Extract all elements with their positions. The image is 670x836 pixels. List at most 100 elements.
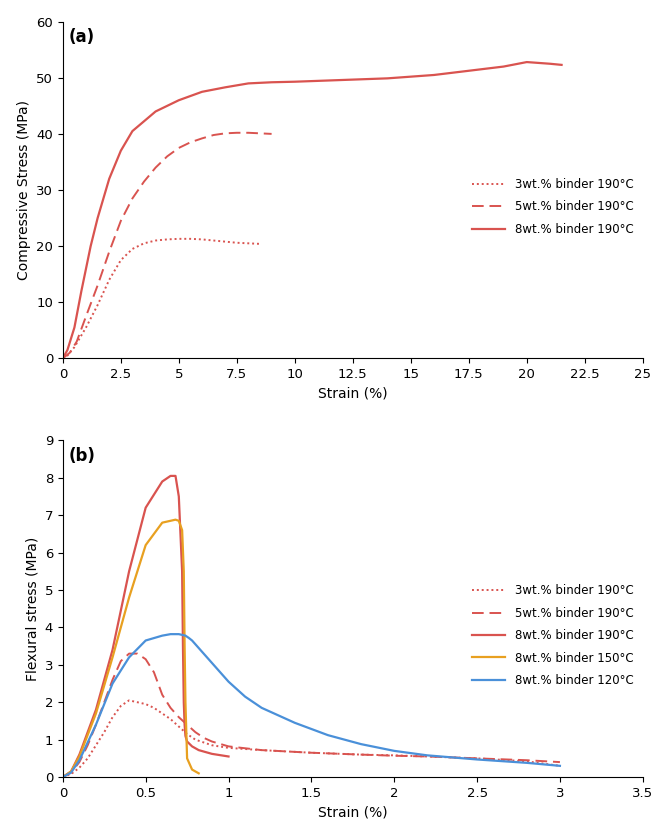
3wt.% binder 190°C — [64, 350, 72, 360]
8wt.% binder 150°C — [59, 772, 67, 782]
5wt.% binder 190°C — [66, 348, 74, 358]
3wt.% binder 190°C — [183, 729, 191, 739]
3wt.% binder 190°C — [158, 708, 166, 718]
Line: 8wt.% binder 190°C: 8wt.% binder 190°C — [63, 476, 228, 777]
3wt.% binder 190°C — [125, 696, 133, 706]
8wt.% binder 150°C — [178, 525, 186, 535]
3wt.% binder 190°C — [186, 234, 194, 244]
8wt.% binder 190°C — [117, 145, 125, 155]
8wt.% binder 190°C — [221, 82, 229, 92]
8wt.% binder 120°C — [158, 630, 166, 640]
3wt.% binder 190°C — [163, 234, 172, 244]
Legend: 3wt.% binder 190°C, 5wt.% binder 190°C, 8wt.% binder 190°C: 3wt.% binder 190°C, 5wt.% binder 190°C, … — [468, 175, 637, 239]
8wt.% binder 120°C — [182, 630, 190, 640]
8wt.% binder 120°C — [423, 751, 431, 761]
5wt.% binder 190°C — [245, 128, 253, 138]
8wt.% binder 190°C — [59, 354, 67, 364]
3wt.% binder 190°C — [59, 772, 67, 782]
Y-axis label: Flexural stress (MPa): Flexural stress (MPa) — [25, 537, 39, 681]
8wt.% binder 120°C — [141, 635, 149, 645]
8wt.% binder 150°C — [172, 515, 180, 525]
8wt.% binder 120°C — [324, 730, 332, 740]
8wt.% binder 190°C — [59, 772, 67, 782]
8wt.% binder 150°C — [188, 765, 196, 775]
3wt.% binder 190°C — [141, 699, 149, 709]
8wt.% binder 150°C — [182, 697, 190, 707]
8wt.% binder 190°C — [67, 767, 75, 777]
8wt.% binder 190°C — [383, 74, 391, 84]
3wt.% binder 190°C — [390, 751, 398, 761]
8wt.% binder 190°C — [141, 502, 149, 512]
8wt.% binder 120°C — [75, 755, 83, 765]
3wt.% binder 190°C — [109, 712, 117, 722]
8wt.% binder 120°C — [523, 757, 531, 767]
5wt.% binder 190°C — [59, 354, 67, 364]
Line: 8wt.% binder 150°C: 8wt.% binder 150°C — [63, 520, 199, 777]
8wt.% binder 150°C — [158, 517, 166, 528]
5wt.% binder 190°C — [59, 772, 67, 782]
3wt.% binder 190°C — [175, 234, 183, 244]
5wt.% binder 190°C — [140, 176, 148, 186]
5wt.% binder 190°C — [192, 727, 200, 737]
8wt.% binder 120°C — [125, 652, 133, 662]
8wt.% binder 190°C — [178, 566, 186, 576]
8wt.% binder 190°C — [183, 737, 191, 747]
5wt.% binder 190°C — [133, 649, 141, 659]
8wt.% binder 190°C — [546, 59, 554, 69]
5wt.% binder 190°C — [256, 128, 264, 138]
3wt.% binder 190°C — [308, 747, 316, 757]
8wt.% binder 190°C — [180, 697, 188, 707]
5wt.% binder 190°C — [208, 737, 216, 747]
5wt.% binder 190°C — [125, 649, 133, 659]
8wt.% binder 190°C — [337, 75, 345, 85]
5wt.% binder 190°C — [183, 720, 191, 730]
8wt.% binder 150°C — [183, 753, 191, 763]
3wt.% binder 190°C — [133, 697, 141, 707]
Text: (b): (b) — [68, 447, 96, 465]
Line: 5wt.% binder 190°C: 5wt.% binder 190°C — [63, 133, 271, 359]
3wt.% binder 190°C — [94, 300, 102, 310]
8wt.% binder 190°C — [158, 477, 166, 487]
3wt.% binder 190°C — [105, 275, 113, 285]
8wt.% binder 150°C — [125, 593, 133, 603]
5wt.% binder 190°C — [198, 134, 206, 144]
8wt.% binder 190°C — [430, 70, 438, 80]
5wt.% binder 190°C — [523, 755, 531, 765]
5wt.% binder 190°C — [109, 675, 117, 685]
8wt.% binder 190°C — [188, 742, 196, 752]
5wt.% binder 190°C — [357, 750, 365, 760]
8wt.% binder 150°C — [167, 516, 175, 526]
3wt.% binder 190°C — [70, 342, 78, 352]
8wt.% binder 150°C — [180, 566, 188, 576]
3wt.% binder 190°C — [423, 752, 431, 762]
8wt.% binder 150°C — [141, 540, 149, 550]
3wt.% binder 190°C — [523, 757, 531, 767]
5wt.% binder 190°C — [129, 193, 137, 203]
5wt.% binder 190°C — [224, 742, 232, 752]
8wt.% binder 190°C — [151, 106, 159, 116]
5wt.% binder 190°C — [232, 128, 241, 138]
Line: 8wt.% binder 120°C: 8wt.% binder 120°C — [63, 635, 560, 777]
8wt.% binder 190°C — [175, 492, 183, 502]
8wt.% binder 190°C — [267, 77, 275, 87]
3wt.% binder 190°C — [210, 236, 218, 246]
3wt.% binder 190°C — [256, 239, 264, 249]
8wt.% binder 190°C — [129, 126, 137, 136]
8wt.% binder 190°C — [64, 345, 72, 355]
5wt.% binder 190°C — [75, 757, 83, 767]
8wt.% binder 190°C — [291, 77, 299, 87]
5wt.% binder 190°C — [158, 690, 166, 700]
5wt.% binder 190°C — [94, 280, 102, 290]
5wt.% binder 190°C — [258, 745, 266, 755]
3wt.% binder 190°C — [198, 234, 206, 244]
8wt.% binder 190°C — [109, 645, 117, 655]
5wt.% binder 190°C — [556, 757, 564, 767]
8wt.% binder 120°C — [192, 640, 200, 650]
3wt.% binder 190°C — [556, 761, 564, 771]
3wt.% binder 190°C — [75, 762, 83, 772]
5wt.% binder 190°C — [175, 712, 183, 722]
3wt.% binder 190°C — [59, 354, 67, 364]
5wt.% binder 190°C — [151, 162, 159, 172]
3wt.% binder 190°C — [192, 735, 200, 745]
3wt.% binder 190°C — [175, 721, 183, 732]
